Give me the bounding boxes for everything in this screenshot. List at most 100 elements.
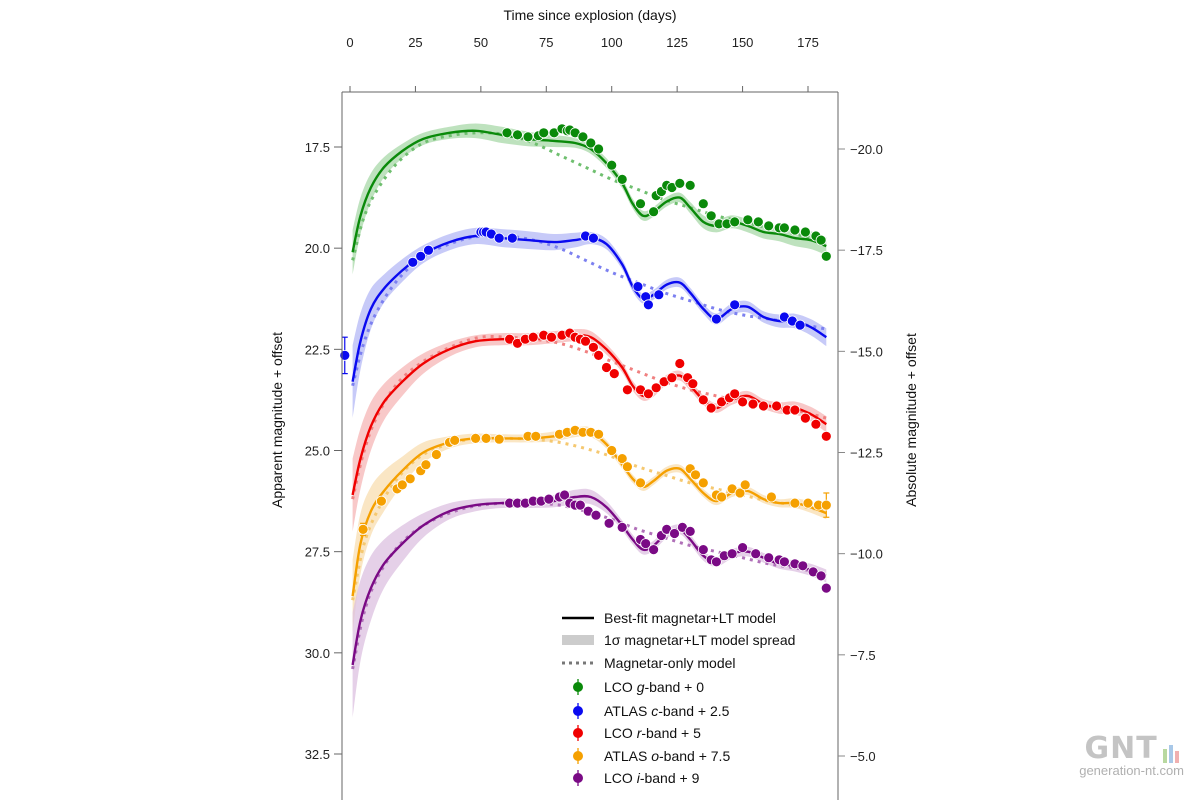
data-point-o-band <box>404 473 416 485</box>
best-fit-line-o-band <box>351 430 827 597</box>
data-point-i-band <box>711 556 722 568</box>
watermark-bars-icon <box>1161 745 1179 763</box>
data-point-r-band <box>666 372 678 384</box>
data-point-o-band <box>739 479 751 491</box>
data-point-i-band <box>640 538 652 549</box>
legend-marker-swatch <box>573 706 583 716</box>
y2-tick-label: −17.5 <box>850 243 883 258</box>
data-point-g-band <box>800 226 811 238</box>
legend-label: ATLAS c-band + 2.5 <box>604 703 730 719</box>
data-point-c-band <box>794 319 806 331</box>
legend-marker-swatch <box>573 773 583 783</box>
data-point-g-band <box>752 216 764 228</box>
data-point-o-band <box>766 491 777 503</box>
legend-item-0: Best-fit magnetar+LT model <box>562 610 776 626</box>
legend-item-1: 1σ magnetar+LT model spread <box>562 632 795 648</box>
magnetar-only-line-g-band <box>351 131 827 261</box>
model-spread-bands <box>352 123 827 718</box>
best-fit-line-r-band <box>351 333 827 496</box>
data-point-g-band <box>789 224 801 236</box>
data-point-g-band <box>742 214 754 226</box>
x-tick-label: 100 <box>601 35 623 50</box>
data-point-c-band <box>632 281 644 293</box>
y-axis-right-ticks: −20.0 −17.5 −15.0 −12.5 −10.0 −7.5 −5.0 <box>838 142 883 764</box>
data-point-g-band <box>635 198 646 210</box>
x-tick-label: 0 <box>346 35 353 50</box>
data-point-r-band <box>580 335 591 347</box>
data-point-c-band <box>407 256 419 268</box>
data-point-r-band <box>588 341 599 353</box>
legend-label: ATLAS o-band + 7.5 <box>604 748 730 764</box>
data-point-o-band <box>820 499 832 511</box>
data-point-i-band <box>737 542 748 553</box>
best-fit-line-i-band <box>351 494 827 666</box>
data-point-g-band <box>779 222 790 234</box>
data-point-i-band <box>820 582 832 594</box>
data-point-o-band <box>449 434 461 446</box>
data-point-i-band <box>603 517 615 529</box>
data-point-r-band <box>789 404 801 416</box>
data-point-i-band <box>616 522 628 533</box>
best-fit-models <box>351 129 827 666</box>
watermark-logo-text: GNT <box>1084 731 1158 766</box>
model-band-i-band <box>352 488 827 718</box>
data-point-r-band <box>643 388 654 400</box>
legend-label: LCO i-band + 9 <box>604 770 700 786</box>
data-point-c-band <box>493 232 505 244</box>
y2-tick-label: −10.0 <box>850 547 883 562</box>
data-point-o-band <box>616 453 628 465</box>
y-tick-label: 30.0 <box>305 646 330 661</box>
data-point-o-band <box>530 430 542 442</box>
data-point-i-band <box>543 493 555 505</box>
legend-marker-swatch <box>573 682 583 692</box>
data-point-o-band <box>734 487 746 499</box>
data-point-r-band <box>608 368 620 380</box>
y2-tick-label: −12.5 <box>850 446 883 461</box>
data-point-i-band <box>574 499 586 511</box>
data-point-o-band <box>635 477 646 489</box>
legend-item-5: LCO r-band + 5 <box>573 725 701 741</box>
data-point-i-band <box>815 570 827 582</box>
data-point-g-band <box>538 127 550 139</box>
data-point-r-band <box>593 349 604 361</box>
data-point-o-band <box>802 497 814 509</box>
data-point-o-band <box>716 491 727 503</box>
legend-label: 1σ magnetar+LT model spread <box>604 632 795 648</box>
data-point-c-band <box>729 299 741 311</box>
data-point-i-band <box>697 544 709 555</box>
data-point-o-band <box>789 497 801 509</box>
y-axis-right-title: Absolute magnitude + offset <box>903 333 919 507</box>
data-point-i-band <box>750 548 762 560</box>
data-point-i-band <box>797 560 809 572</box>
data-point-o-band <box>690 469 701 481</box>
data-point-i-band <box>669 528 680 539</box>
data-point-r-band <box>800 412 811 424</box>
data-point-o-band <box>396 479 408 491</box>
y-tick-label: 25.0 <box>305 444 330 459</box>
y-tick-label: 27.5 <box>305 545 330 560</box>
data-point-c-band <box>415 250 427 262</box>
data-point-r-band <box>697 394 709 406</box>
data-point-r-band <box>737 396 748 408</box>
data-point-g-band <box>606 159 618 171</box>
data-point-g-band <box>684 179 696 191</box>
data-point-c-band <box>653 289 665 301</box>
data-point-g-band <box>705 210 717 222</box>
y-tick-label: 32.5 <box>305 747 330 762</box>
y2-tick-label: −5.0 <box>850 749 876 764</box>
data-point-c-band <box>423 244 434 256</box>
y-axis-left-ticks: 17.5 20.0 22.5 25.0 27.5 30.0 32.5 <box>305 140 342 762</box>
data-point-c-band <box>506 232 518 244</box>
data-point-r-band <box>729 388 741 400</box>
magnetar-only-models <box>351 131 827 670</box>
data-point-r-band <box>747 398 759 410</box>
legend-marker-swatch <box>573 728 583 738</box>
data-point-r-band <box>650 382 662 394</box>
data-point-i-band <box>590 509 602 521</box>
legend-band-swatch <box>562 635 594 645</box>
data-point-i-band <box>779 556 790 568</box>
data-point-o-band <box>697 477 709 489</box>
data-point-o-band <box>375 495 387 507</box>
y-tick-label: 20.0 <box>305 241 330 256</box>
data-point-g-band <box>815 234 827 246</box>
